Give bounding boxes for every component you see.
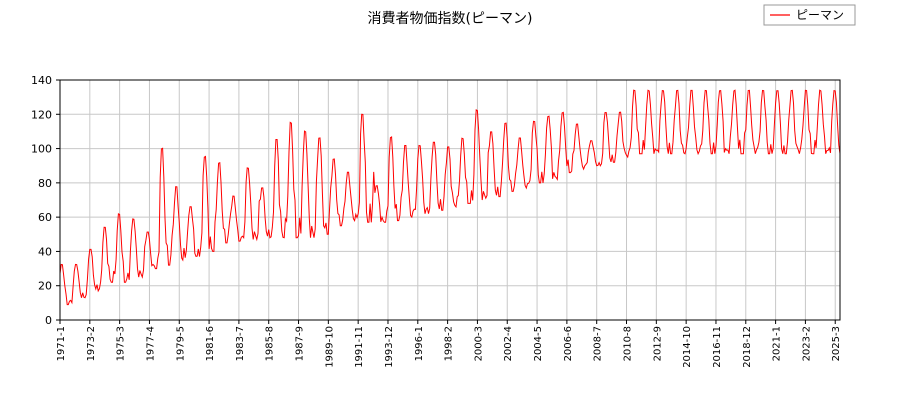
y-tick-label: 40 (38, 245, 52, 258)
y-axis: 0 20 40 60 80 100 120 140 (31, 74, 60, 327)
series-line-piman (59, 89, 841, 306)
y-tick-label: 60 (38, 211, 52, 224)
y-tick-label: 140 (31, 74, 52, 87)
x-tick-label: 2002-4 (503, 326, 514, 361)
x-tick-label: 1998-2 (444, 326, 455, 361)
x-tick-label: 2006-6 (563, 326, 574, 361)
x-tick-label: 2025-3 (831, 326, 842, 361)
x-tick-label: 1993-12 (384, 326, 395, 368)
x-tick-label: 1991-11 (354, 326, 365, 368)
grid (59, 79, 840, 321)
x-axis: 1971-1 1973-2 1975-3 1977-4 1979-5 1981-6 1983… (56, 320, 842, 368)
x-tick-label: 1975-3 (116, 326, 127, 361)
x-tick-label: 2018-12 (742, 326, 753, 368)
x-tick-label: 1977-4 (145, 326, 156, 361)
x-tick-label: 1996-1 (414, 326, 425, 361)
plot-frame (59, 79, 841, 321)
y-tick-label: 80 (38, 177, 52, 190)
x-tick-label: 2021-1 (772, 326, 783, 361)
chart-title: 消費者物価指数(ピーマン) (368, 11, 533, 27)
legend: ピーマン (763, 4, 856, 26)
x-tick-label: 1983-7 (235, 326, 246, 361)
x-tick-label: 1981-6 (205, 326, 216, 361)
x-tick-label: 2014-10 (682, 326, 693, 368)
y-tick-label: 20 (38, 280, 52, 293)
x-tick-label: 1987-9 (295, 326, 306, 361)
x-tick-label: 2000-3 (473, 326, 484, 361)
x-tick-label: 1971-1 (56, 326, 67, 361)
x-tick-label: 1979-5 (175, 326, 186, 361)
x-tick-label: 2012-9 (652, 326, 663, 361)
x-tick-label: 2023-2 (801, 326, 812, 361)
x-tick-label: 2016-11 (712, 326, 723, 368)
x-tick-label: 1985-8 (265, 326, 276, 361)
legend-box (763, 4, 856, 26)
series-line-group (59, 89, 841, 306)
legend-label: ピーマン (796, 8, 844, 22)
y-tick-label: 120 (31, 108, 52, 121)
y-tick-label: 0 (45, 314, 52, 327)
x-tick-label: 1973-2 (86, 326, 97, 361)
x-tick-label: 1989-10 (324, 326, 335, 368)
x-tick-label: 2010-8 (623, 326, 634, 361)
y-tick-label: 100 (31, 143, 52, 156)
x-tick-label: 2008-7 (593, 326, 604, 361)
x-tick-label: 2004-5 (533, 326, 544, 361)
